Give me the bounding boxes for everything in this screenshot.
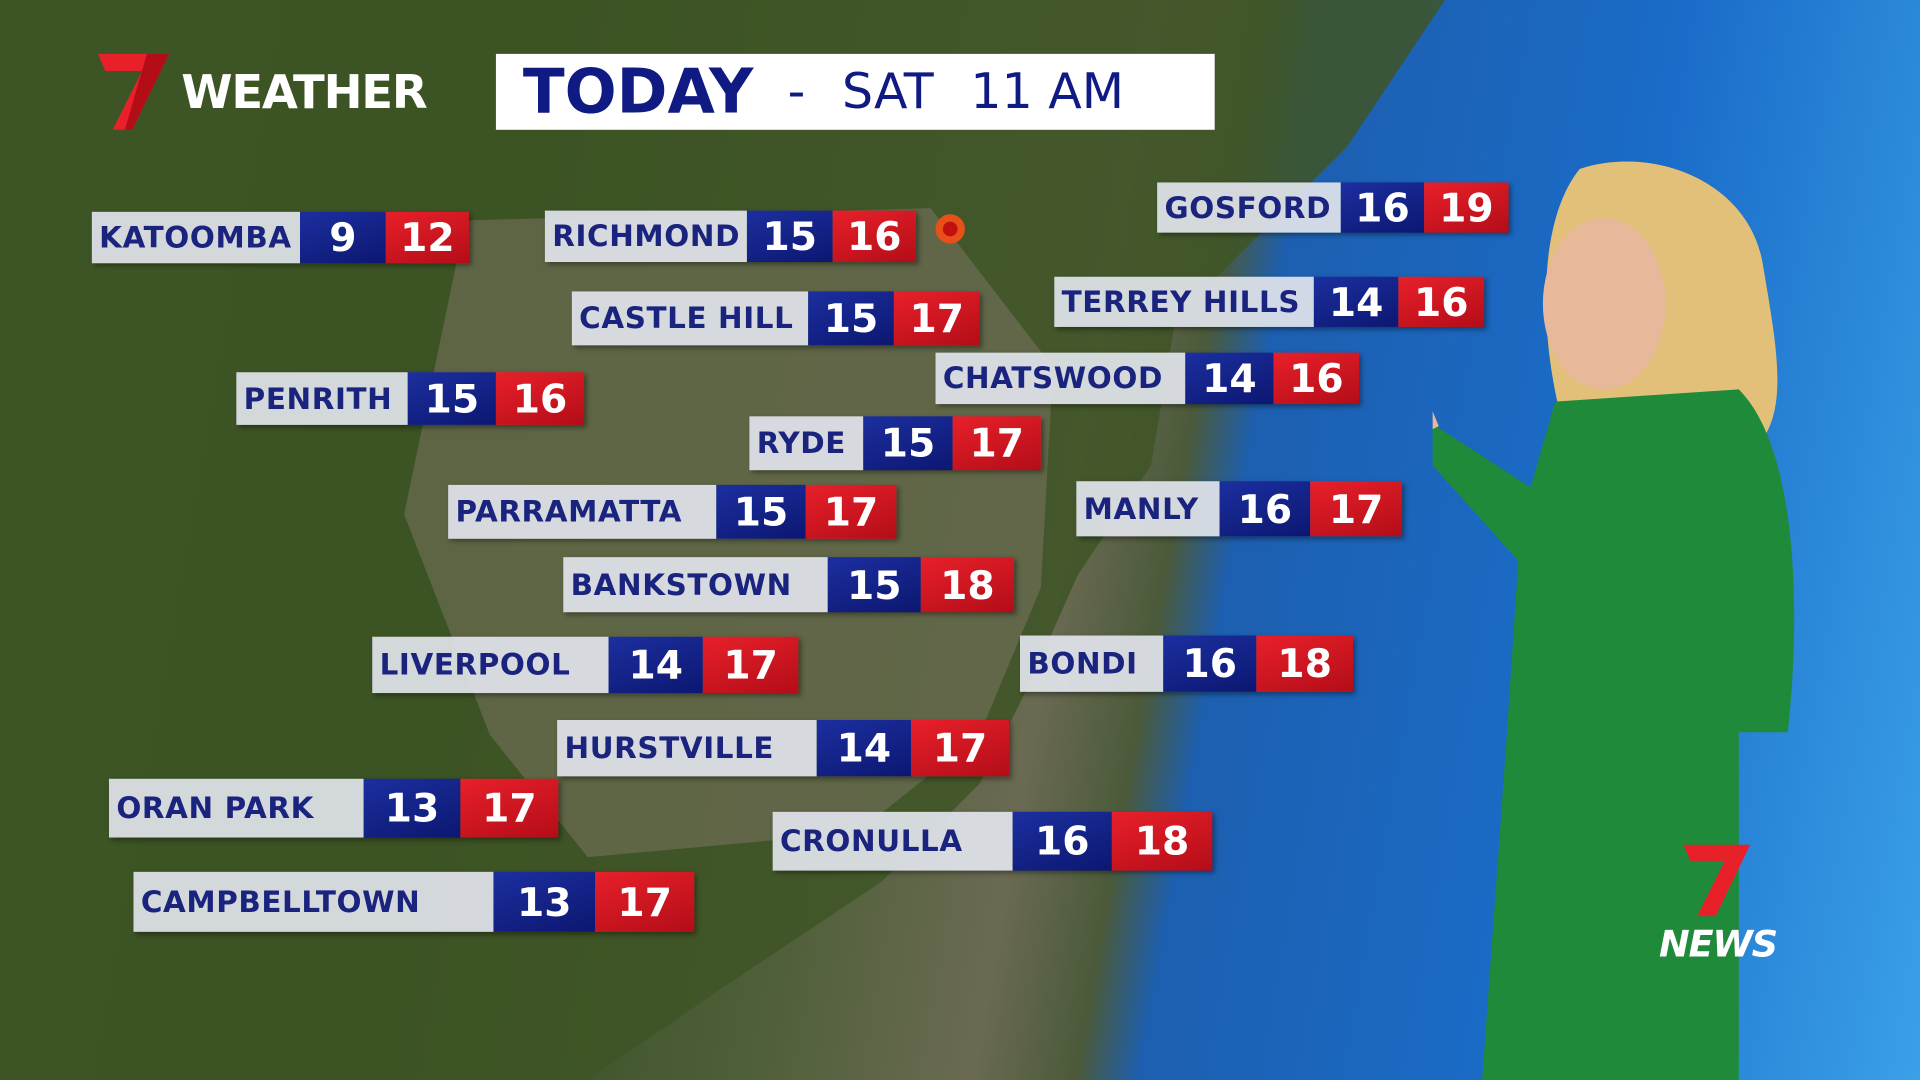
forecast-title-bar: TODAY - SAT 11 AM bbox=[495, 53, 1215, 130]
city-name: ORAN PARK bbox=[108, 778, 364, 838]
max-temp: 16 bbox=[495, 372, 585, 425]
city-name: CAMPBELLTOWN bbox=[133, 871, 494, 932]
min-temp: 14 bbox=[816, 720, 912, 777]
city-temp-label: MANLY 16 17 bbox=[1076, 481, 1403, 537]
min-temp: 14 bbox=[608, 636, 703, 694]
min-temp: 14 bbox=[1313, 276, 1399, 327]
seven-logo-icon bbox=[97, 53, 169, 130]
max-temp: 18 bbox=[920, 557, 1014, 613]
city-name: CASTLE HILL bbox=[571, 291, 809, 346]
7news-logo: NEWS bbox=[1638, 842, 1797, 966]
logo-text: WEATHER bbox=[181, 64, 427, 119]
max-temp: 17 bbox=[911, 720, 1009, 777]
seven-news-logo-icon bbox=[1683, 844, 1751, 917]
city-temp-label: GOSFORD 16 19 bbox=[1157, 182, 1509, 233]
max-temp: 16 bbox=[832, 210, 916, 263]
day: SAT bbox=[842, 63, 934, 121]
city-temp-label: CASTLE HILL 15 17 bbox=[571, 291, 980, 346]
min-temp: 9 bbox=[300, 211, 386, 264]
city-name: LIVERPOOL bbox=[372, 636, 609, 694]
city-temp-label: TERREY HILLS 14 16 bbox=[1054, 276, 1485, 327]
city-temp-label: HURSTVILLE 14 17 bbox=[557, 720, 1009, 777]
max-temp: 18 bbox=[1111, 811, 1213, 871]
min-temp: 15 bbox=[746, 210, 833, 263]
max-temp: 12 bbox=[385, 211, 469, 264]
title: TODAY bbox=[522, 56, 754, 128]
max-temp: 17 bbox=[805, 484, 897, 539]
max-temp: 17 bbox=[595, 871, 695, 932]
city-temp-label: ORAN PARK 13 17 bbox=[108, 778, 559, 838]
city-temp-label: PENRITH 15 16 bbox=[236, 372, 585, 425]
city-name: MANLY bbox=[1076, 481, 1220, 537]
min-temp: 15 bbox=[827, 557, 921, 613]
city-temp-label: PARRAMATTA 15 17 bbox=[448, 484, 897, 539]
min-temp: 15 bbox=[716, 484, 806, 539]
city-temp-label: CHATSWOOD 14 16 bbox=[935, 352, 1360, 405]
city-temp-label: KATOOMBA 9 12 bbox=[91, 211, 469, 264]
min-temp: 15 bbox=[808, 291, 894, 346]
city-name: RICHMOND bbox=[544, 210, 747, 263]
city-temp-label: RICHMOND 15 16 bbox=[544, 210, 916, 263]
city-name: CHATSWOOD bbox=[935, 352, 1186, 405]
min-temp: 13 bbox=[493, 871, 596, 932]
min-temp: 16 bbox=[1340, 182, 1425, 233]
min-temp: 15 bbox=[407, 372, 496, 425]
max-temp: 17 bbox=[1310, 481, 1403, 537]
min-temp: 16 bbox=[1012, 811, 1112, 871]
max-temp: 18 bbox=[1256, 635, 1354, 692]
city-name: CRONULLA bbox=[772, 811, 1013, 871]
7weather-logo: WEATHER bbox=[97, 51, 428, 132]
min-temp: 16 bbox=[1219, 481, 1311, 537]
max-temp: 16 bbox=[1398, 276, 1485, 327]
city-name: BONDI bbox=[1020, 635, 1164, 692]
max-temp: 16 bbox=[1273, 352, 1360, 405]
max-temp: 17 bbox=[702, 636, 799, 694]
max-temp: 17 bbox=[952, 416, 1041, 471]
min-temp: 13 bbox=[363, 778, 461, 838]
separator: - bbox=[787, 63, 806, 121]
city-name: TERREY HILLS bbox=[1054, 276, 1314, 327]
city-temp-label: BANKSTOWN 15 18 bbox=[563, 557, 1014, 613]
city-name: HURSTVILLE bbox=[557, 720, 817, 777]
city-name: PENRITH bbox=[236, 372, 408, 425]
max-temp: 17 bbox=[893, 291, 980, 346]
city-temp-label: LIVERPOOL 14 17 bbox=[372, 636, 799, 694]
city-temp-label: CRONULLA 16 18 bbox=[772, 811, 1213, 871]
city-name: BANKSTOWN bbox=[563, 557, 828, 613]
city-temp-label: RYDE 15 17 bbox=[749, 416, 1041, 471]
max-temp: 17 bbox=[460, 778, 559, 838]
city-name: KATOOMBA bbox=[91, 211, 301, 264]
min-temp: 14 bbox=[1185, 352, 1274, 405]
time: 11 AM bbox=[970, 63, 1125, 121]
city-name: RYDE bbox=[749, 416, 864, 471]
news-text: NEWS bbox=[1658, 923, 1778, 967]
min-temp: 15 bbox=[863, 416, 953, 471]
city-temp-label: CAMPBELLTOWN 13 17 bbox=[133, 871, 695, 932]
min-temp: 16 bbox=[1163, 635, 1257, 692]
city-name: GOSFORD bbox=[1157, 182, 1341, 233]
city-name: PARRAMATTA bbox=[448, 484, 717, 539]
max-temp: 19 bbox=[1424, 182, 1509, 233]
city-temp-label: BONDI 16 18 bbox=[1020, 635, 1354, 692]
